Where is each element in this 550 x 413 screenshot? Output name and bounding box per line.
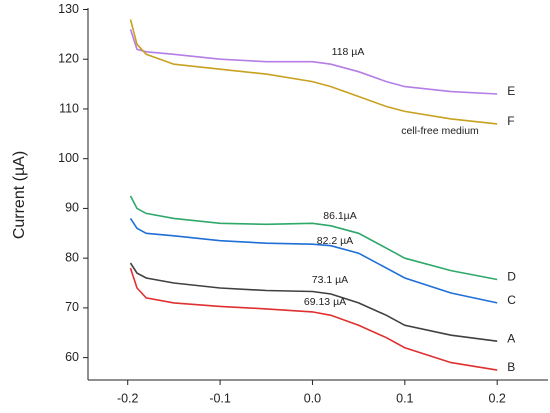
y-tick-label: 60 [65,350,79,364]
x-tick-label: -0.2 [117,391,139,405]
annotation: 73.1 µA [312,274,348,286]
y-tick-label: 130 [58,2,79,16]
series-label: A [507,331,515,345]
annotation: 69.13 µA [304,296,346,308]
series-line [129,195,498,281]
series-line [129,267,498,371]
series-label: F [507,114,514,128]
y-tick-label: 120 [58,52,79,66]
y-tick-label: 110 [59,101,79,115]
series-label: D [507,270,516,284]
y-tick-label: 70 [65,300,79,314]
annotation: 86.1µA [323,210,357,222]
x-tick-label: 0.0 [304,391,321,405]
series-label: E [507,84,515,98]
series-line [129,29,498,95]
y-axis-label: Current (µA) [11,151,28,239]
x-tick-label: 0.1 [396,391,413,405]
y-tick-label: 90 [65,201,79,215]
x-tick-label: 0.2 [489,391,506,405]
y-tick-label: 80 [65,250,79,264]
x-tick-label: -0.1 [209,391,231,405]
series-label: B [507,360,515,374]
series-line [129,19,498,125]
series-line [129,262,498,342]
series-label: C [507,293,516,307]
annotation: 82.2 µA [317,235,353,247]
annotation: cell-free medium [401,125,479,137]
y-tick-label: 100 [58,151,79,165]
series-line [129,217,498,304]
annotation: 118 µA [332,46,365,58]
